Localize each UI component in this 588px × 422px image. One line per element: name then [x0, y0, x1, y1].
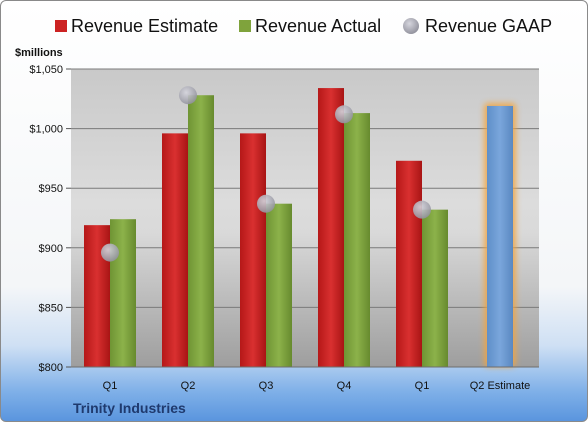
point-revenue-gaap	[101, 243, 119, 262]
point-revenue-gaap	[179, 86, 197, 105]
y-tick-label: $900	[39, 243, 63, 255]
bar-revenue-estimate	[162, 133, 188, 367]
y-tick-label: $850	[39, 302, 63, 314]
legend-swatch-actual	[239, 20, 251, 32]
x-tick-label: Q2 Estimate	[470, 380, 531, 392]
point-revenue-gaap	[257, 194, 275, 213]
bar-revenue-actual	[266, 203, 292, 367]
x-tick-label: Q2	[181, 380, 196, 392]
bar-revenue-estimate	[396, 160, 422, 367]
legend-label-actual: Revenue Actual	[255, 16, 381, 36]
legend-label-estimate: Revenue Estimate	[71, 16, 218, 36]
bar-revenue-actual	[110, 219, 136, 367]
bar-revenue-actual	[422, 209, 448, 367]
y-tick-label: $800	[39, 362, 63, 374]
x-axis-labels: Q1 Q2 Q3 Q4 Q1 Q2 Estimate	[103, 380, 531, 392]
y-axis-unit-label: $millions	[15, 47, 63, 59]
point-revenue-gaap	[335, 105, 353, 124]
bar-revenue-actual	[344, 113, 370, 367]
x-tick-label: Q3	[259, 380, 274, 392]
y-axis-ticks: $800 $850 $900 $950 $1,000 $1,050	[29, 64, 71, 374]
y-tick-label: $1,050	[29, 64, 63, 76]
bar-revenue-actual	[188, 95, 214, 367]
gaap-points	[101, 86, 431, 262]
x-tick-label: Q1	[103, 380, 118, 392]
bar-revenue-estimate	[240, 133, 266, 367]
x-tick-label: Q4	[337, 380, 352, 392]
legend-swatch-gaap	[403, 18, 419, 34]
legend-swatch-estimate	[55, 20, 67, 32]
y-tick-label: $950	[39, 183, 63, 195]
bar-revenue-estimate	[318, 88, 344, 368]
point-revenue-gaap	[413, 200, 431, 219]
x-tick-label: Q1	[415, 380, 430, 392]
company-name: Trinity Industries	[73, 400, 186, 416]
bars	[84, 88, 516, 368]
bar-q2-estimate	[487, 105, 513, 368]
plot-area	[71, 69, 539, 367]
legend: Revenue Estimate Revenue Actual Revenue …	[55, 16, 552, 36]
legend-label-gaap: Revenue GAAP	[425, 16, 552, 36]
y-tick-label: $1,000	[29, 124, 63, 136]
